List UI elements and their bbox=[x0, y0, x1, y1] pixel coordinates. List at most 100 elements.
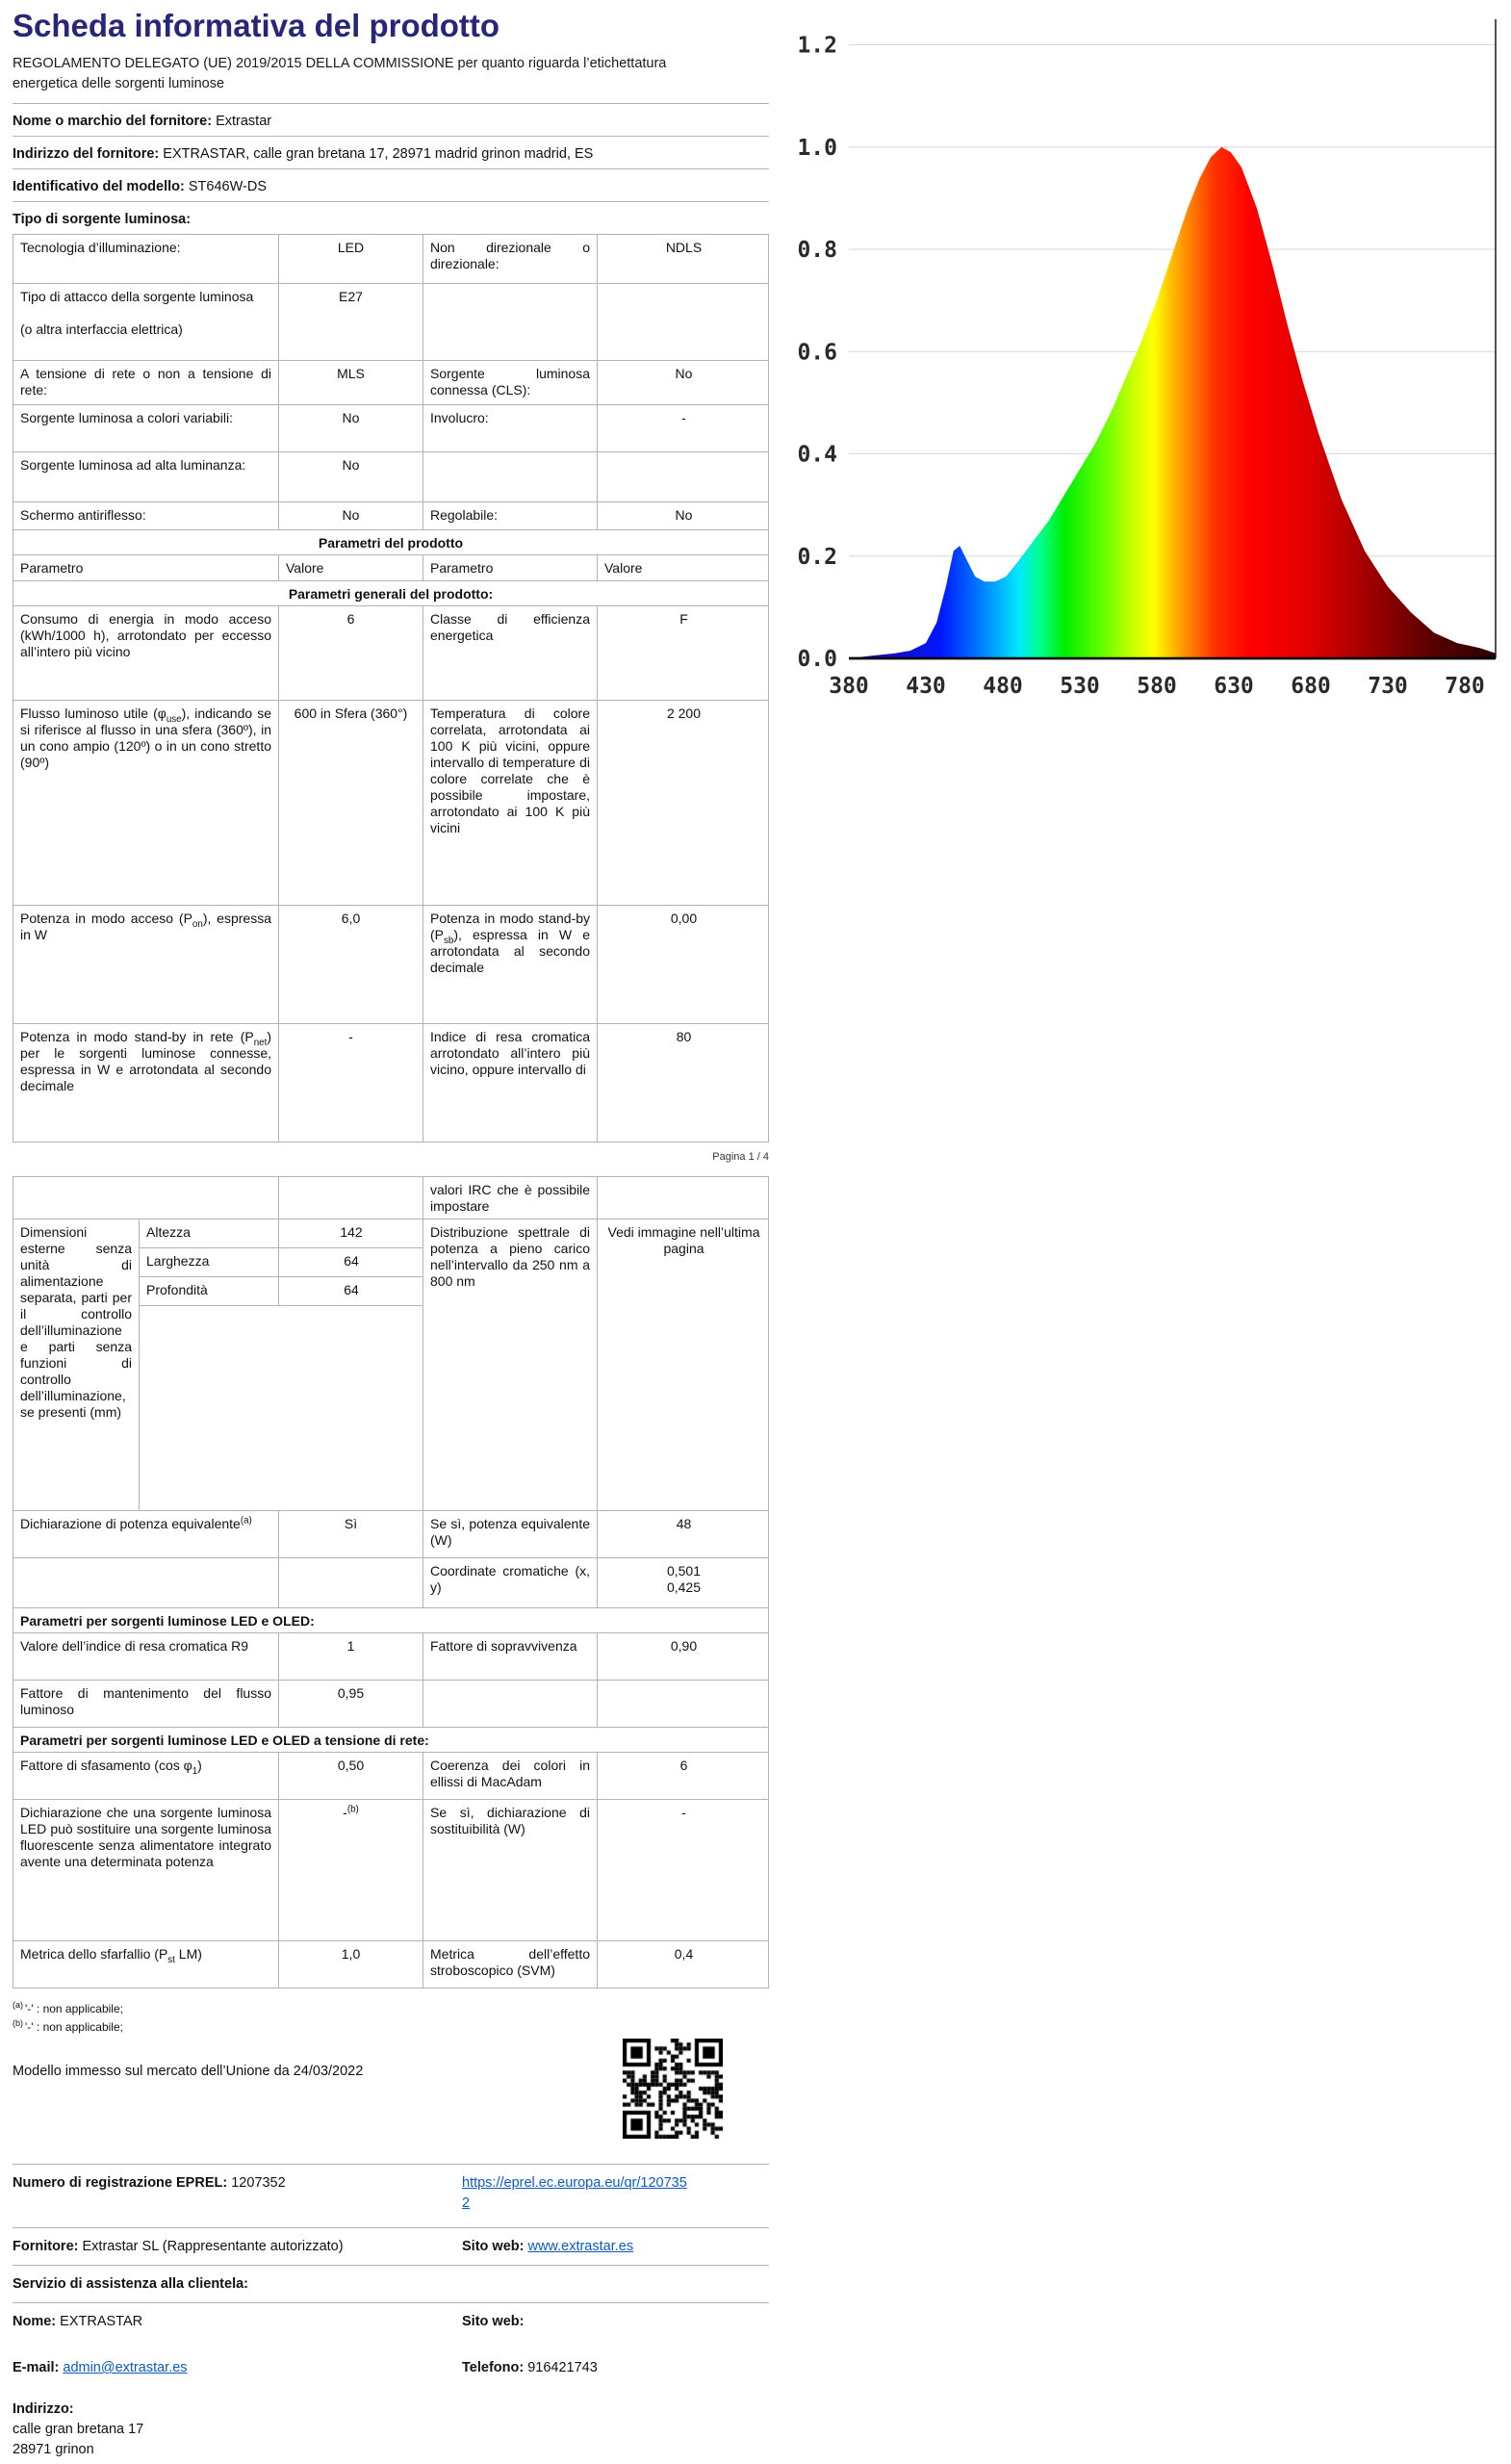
footnote-text: '-' : non applicabile; bbox=[25, 2020, 123, 2034]
cell-text: on bbox=[192, 918, 203, 930]
email-link[interactable]: admin@extrastar.es bbox=[63, 2360, 188, 2375]
value-cell bbox=[598, 284, 770, 360]
page-2-block: Pagina 1 / 4 valori IRC che è possibile … bbox=[13, 1151, 769, 1989]
fornitore-field: Fornitore: Extrastar SL (Rappresentante … bbox=[13, 2237, 462, 2257]
address-line: calle gran bretana 17 bbox=[13, 2422, 144, 2437]
cell-text: - bbox=[343, 1805, 347, 1820]
parameter-cell: Non direzionale o direzionale: bbox=[423, 235, 598, 283]
dimensions-row: Dimensioni esterne senza unità di alimen… bbox=[13, 1219, 768, 1511]
table-section-header: Parametri per sorgenti luminose LED e OL… bbox=[13, 1728, 768, 1753]
website-link[interactable]: www.extrastar.es bbox=[527, 2239, 634, 2254]
value-cell: 6 bbox=[279, 606, 423, 700]
cell-text: st bbox=[167, 1954, 175, 1965]
table-section-header: Parametri del prodotto bbox=[13, 530, 768, 555]
cell-text: No bbox=[675, 366, 693, 381]
axis-tick-label: 430 bbox=[906, 674, 946, 699]
value-cell: 6 bbox=[598, 1753, 770, 1799]
axis-tick-label: 380 bbox=[829, 674, 869, 699]
cell-text: Parametro bbox=[20, 560, 84, 576]
address-label: Indirizzo: bbox=[13, 2401, 74, 2417]
cell-text: Metrica dell’effetto stroboscopico (SVM) bbox=[430, 1946, 590, 1978]
cell-text: Coerenza dei colori in ellissi di MacAda… bbox=[430, 1758, 590, 1789]
cell-text: 6,0 bbox=[341, 911, 361, 926]
axis-tick-label: 530 bbox=[1060, 674, 1100, 699]
cell-text: Sorgente luminosa connessa (CLS): bbox=[430, 366, 590, 398]
value-cell: 80 bbox=[598, 1024, 770, 1142]
cell-text: use bbox=[166, 713, 182, 725]
cell-text: Regolabile: bbox=[430, 507, 499, 523]
value-cell: No bbox=[279, 502, 423, 529]
cell-text: Valore bbox=[604, 560, 643, 576]
value-cell: 0,95 bbox=[279, 1681, 423, 1727]
axis-tick-label: 1.2 bbox=[797, 34, 837, 59]
cell-text: A tensione di rete o non a tensione di r… bbox=[20, 366, 271, 398]
parameter-cell: Se sì, potenza equivalente (W) bbox=[423, 1511, 598, 1557]
phone-value: 916421743 bbox=[527, 2360, 598, 2375]
phone-label: Telefono: bbox=[462, 2360, 525, 2375]
cell-text: Indice di resa cromatica arrotondato all… bbox=[430, 1029, 590, 1077]
address-block: Indirizzo: calle gran bretana 17 28971 g… bbox=[13, 2400, 769, 2464]
parameter-cell: Potenza in modo stand-by (Psb), espressa… bbox=[423, 906, 598, 1023]
cell-text: LM) bbox=[174, 1946, 202, 1962]
parameter-cell: Tecnologia d’illuminazione: bbox=[13, 235, 279, 283]
eprel-link[interactable]: https://eprel.ec.europa.eu/qr/1207352 bbox=[462, 2175, 687, 2211]
cell-text: 6 bbox=[679, 1758, 688, 1773]
table-row: Parametro Valore Parametro Valore bbox=[13, 555, 768, 581]
table-row: Flusso luminoso utile (φuse), indicando … bbox=[13, 701, 768, 906]
spectral-power-distribution-chart: 0.0 0.2 0.4 0.6 0.8 1.0 1.2 380 430 480 530 580 630 6… bbox=[781, 8, 1505, 720]
eprel-label: Numero di registrazione EPREL: bbox=[13, 2175, 228, 2191]
value-cell: 1 bbox=[279, 1633, 423, 1680]
field-value: EXTRASTAR, calle gran bretana 17, 28971 … bbox=[159, 146, 594, 162]
cell-text: Sorgente luminosa a colori variabili: bbox=[20, 410, 233, 425]
axis-tick-label: 480 bbox=[983, 674, 1023, 699]
cell-text: 0,4 bbox=[674, 1946, 694, 1962]
cell-text: (a) bbox=[240, 1515, 252, 1527]
cell-text: Non direzionale o direzionale: bbox=[430, 240, 590, 271]
product-parameters-table-continued: valori IRC che è possibile impostare Dime… bbox=[13, 1176, 769, 1989]
supplier-row-footer: Fornitore: Extrastar SL (Rappresentante … bbox=[13, 2228, 769, 2263]
parameter-cell: Fattore di sfasamento (cos φ1) bbox=[13, 1753, 279, 1799]
parameter-cell: Dichiarazione che una sorgente luminosa … bbox=[13, 1800, 279, 1940]
light-source-type-table: Tecnologia d’illuminazione: LED Non direzi… bbox=[13, 235, 769, 530]
parameter-cell: Schermo antiriflesso: bbox=[13, 502, 279, 529]
market-date-statement: Modello immesso sul mercato dell’Unione … bbox=[13, 2064, 364, 2079]
value-cell: -(b) bbox=[279, 1800, 423, 1940]
parameter-cell: Distribuzione spettrale di potenza a pie… bbox=[423, 1219, 598, 1510]
value-cell: 48 bbox=[598, 1511, 770, 1557]
divider bbox=[13, 2164, 769, 2165]
supplier-row: Tipo di sorgente luminosa: bbox=[13, 202, 769, 235]
value-cell: - bbox=[279, 1024, 423, 1142]
website2-field: Sito web: bbox=[462, 2312, 769, 2332]
table-row: Coordinate cromatiche (x, y) 0,501 0,425 bbox=[13, 1558, 768, 1608]
cell-text: 2 200 bbox=[666, 706, 702, 721]
dimension-subrow: Altezza 142 bbox=[140, 1219, 423, 1248]
cell-text: Parametro bbox=[430, 560, 494, 576]
cell-text: Se sì, potenza equivalente (W) bbox=[430, 1516, 590, 1548]
cell-text: ), indicando se si riferisce al flusso i… bbox=[20, 706, 271, 770]
value-cell bbox=[279, 1558, 423, 1607]
value-cell: - bbox=[598, 405, 770, 451]
parameter-cell bbox=[423, 284, 598, 360]
cell-text: Potenza in modo stand-by in rete (P bbox=[20, 1029, 254, 1044]
value-cell bbox=[598, 1177, 770, 1219]
cell-text: Se sì, dichiarazione di sostituibilità (… bbox=[430, 1805, 590, 1836]
cell-text: sb bbox=[444, 935, 454, 946]
cell-text: Metrica dello sfarfallio (P bbox=[20, 1946, 168, 1962]
value-cell: 1,0 bbox=[279, 1941, 423, 1988]
page-1-block: Scheda informativa del prodotto REGOLAME… bbox=[13, 8, 769, 1142]
cell-text: Fattore di sopravvivenza bbox=[430, 1638, 577, 1654]
table-section-header: Parametri generali del prodotto: bbox=[13, 581, 768, 606]
eprel-link-cell: https://eprel.ec.europa.eu/qr/1207352 bbox=[462, 2173, 769, 2214]
cell-text: 48 bbox=[676, 1516, 692, 1531]
value-cell: E27 bbox=[279, 284, 423, 360]
cell-text: 6 bbox=[346, 611, 355, 627]
axis-tick-label: 780 bbox=[1445, 674, 1485, 699]
value-cell: 0,501 0,425 bbox=[598, 1558, 770, 1607]
cell-text: 1 bbox=[346, 1638, 355, 1654]
parameter-cell: Indice di resa cromatica arrotondato all… bbox=[423, 1024, 598, 1142]
table-row: Potenza in modo acceso (Pon), espressa i… bbox=[13, 906, 768, 1024]
cell-text: 0,00 bbox=[670, 911, 698, 926]
cell-text: Tecnologia d’illuminazione: bbox=[20, 240, 181, 255]
parameter-cell: Sorgente luminosa a colori variabili: bbox=[13, 405, 279, 451]
cell-text: 0,90 bbox=[670, 1638, 698, 1654]
